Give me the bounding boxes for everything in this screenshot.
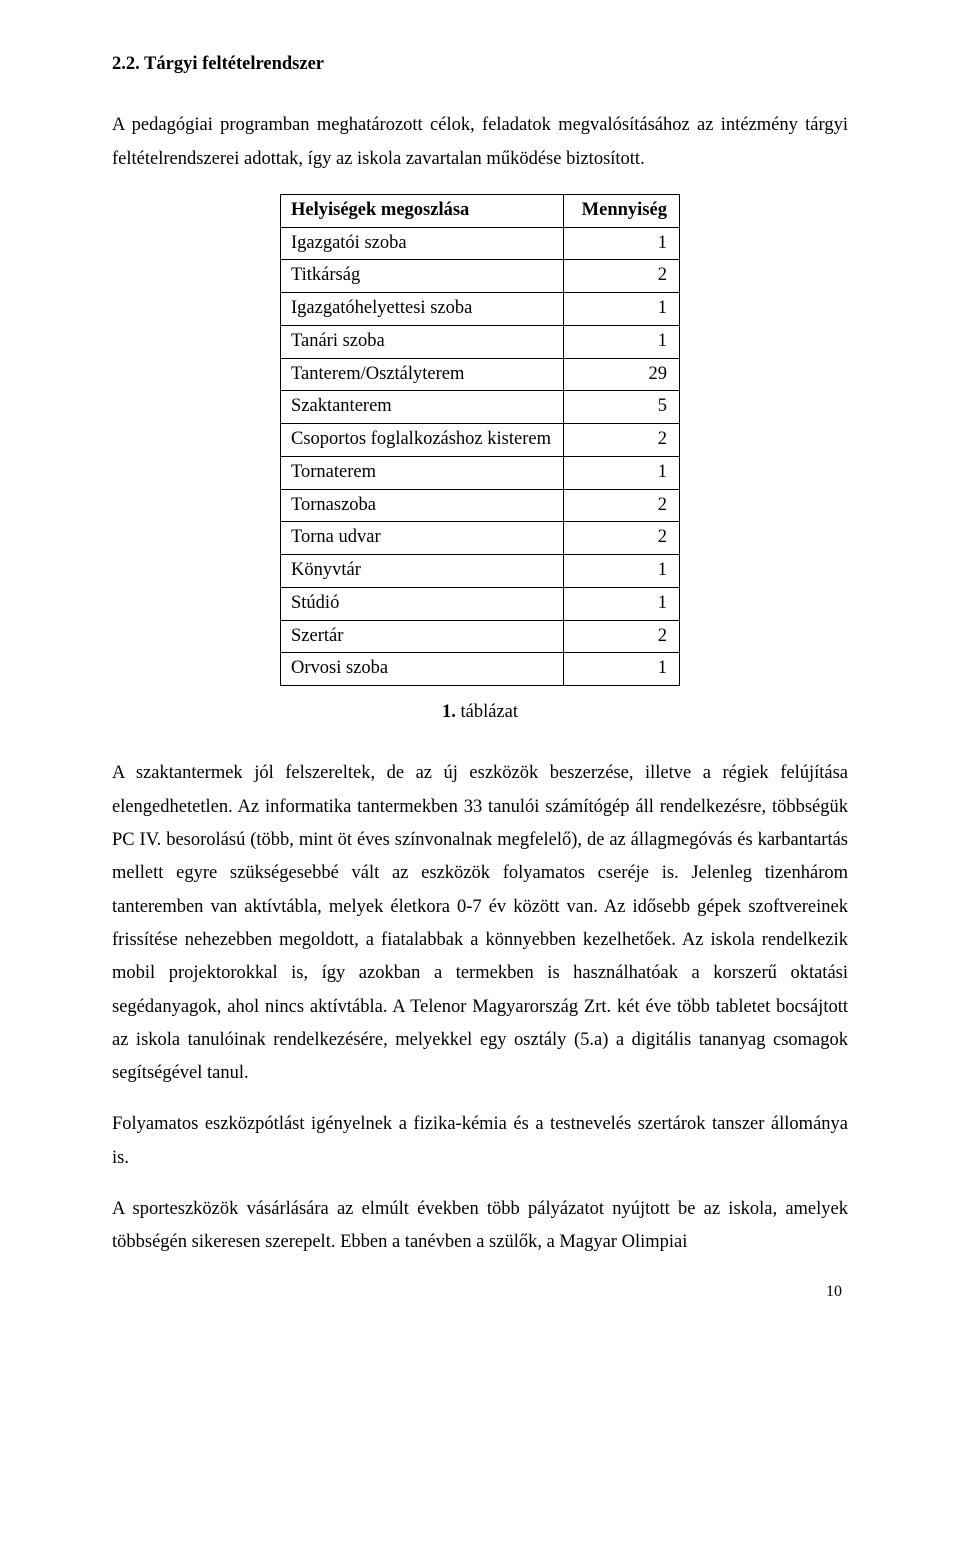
table-row: Tornaterem 1 xyxy=(281,456,680,489)
cell-qty: 2 xyxy=(563,489,679,522)
cell-label: Tanterem/Osztályterem xyxy=(281,358,564,391)
table-row: Tanterem/Osztályterem 29 xyxy=(281,358,680,391)
col-header-label: Helyiségek megoszlása xyxy=(281,194,564,227)
page-number: 10 xyxy=(112,1278,848,1307)
body-paragraph-3: Folyamatos eszközpótlást igényelnek a fi… xyxy=(112,1108,848,1175)
table-header-row: Helyiségek megoszlása Mennyiség xyxy=(281,194,680,227)
cell-qty: 2 xyxy=(563,424,679,457)
cell-qty: 2 xyxy=(563,522,679,555)
cell-label: Torna udvar xyxy=(281,522,564,555)
cell-qty: 1 xyxy=(563,293,679,326)
body-paragraph-2: A szaktantermek jól felszereltek, de az … xyxy=(112,757,848,1090)
table-row: Szertár 2 xyxy=(281,620,680,653)
table-row: Orvosi szoba 1 xyxy=(281,653,680,686)
cell-qty: 29 xyxy=(563,358,679,391)
cell-label: Igazgatói szoba xyxy=(281,227,564,260)
section-heading: 2.2. Tárgyi feltételrendszer xyxy=(112,48,848,81)
table-row: Torna udvar 2 xyxy=(281,522,680,555)
cell-label: Csoportos foglalkozáshoz kisterem xyxy=(281,424,564,457)
cell-label: Stúdió xyxy=(281,587,564,620)
cell-label: Titkárság xyxy=(281,260,564,293)
cell-label: Tanári szoba xyxy=(281,325,564,358)
table-row: Titkárság 2 xyxy=(281,260,680,293)
cell-qty: 1 xyxy=(563,653,679,686)
cell-label: Szaktanterem xyxy=(281,391,564,424)
cell-label: Orvosi szoba xyxy=(281,653,564,686)
table-row: Igazgatóhelyettesi szoba 1 xyxy=(281,293,680,326)
col-header-qty: Mennyiség xyxy=(563,194,679,227)
cell-qty: 1 xyxy=(563,587,679,620)
table-row: Stúdió 1 xyxy=(281,587,680,620)
table-caption: 1. táblázat xyxy=(112,696,848,729)
table-row: Igazgatói szoba 1 xyxy=(281,227,680,260)
cell-qty: 1 xyxy=(563,227,679,260)
cell-qty: 1 xyxy=(563,456,679,489)
cell-qty: 5 xyxy=(563,391,679,424)
rooms-table: Helyiségek megoszlása Mennyiség Igazgató… xyxy=(280,194,680,686)
cell-qty: 2 xyxy=(563,260,679,293)
table-row: Szaktanterem 5 xyxy=(281,391,680,424)
body-paragraph-4: A sporteszközök vásárlására az elmúlt év… xyxy=(112,1193,848,1260)
cell-qty: 2 xyxy=(563,620,679,653)
cell-label: Igazgatóhelyettesi szoba xyxy=(281,293,564,326)
cell-label: Szertár xyxy=(281,620,564,653)
cell-label: Könyvtár xyxy=(281,555,564,588)
table-row: Könyvtár 1 xyxy=(281,555,680,588)
intro-paragraph: A pedagógiai programban meghatározott cé… xyxy=(112,109,848,176)
table-row: Tanári szoba 1 xyxy=(281,325,680,358)
table-row: Tornaszoba 2 xyxy=(281,489,680,522)
table-row: Csoportos foglalkozáshoz kisterem 2 xyxy=(281,424,680,457)
caption-number: 1. xyxy=(442,702,456,722)
cell-qty: 1 xyxy=(563,325,679,358)
table-container: Helyiségek megoszlása Mennyiség Igazgató… xyxy=(112,194,848,686)
cell-qty: 1 xyxy=(563,555,679,588)
caption-text: táblázat xyxy=(456,702,518,722)
cell-label: Tornaszoba xyxy=(281,489,564,522)
cell-label: Tornaterem xyxy=(281,456,564,489)
